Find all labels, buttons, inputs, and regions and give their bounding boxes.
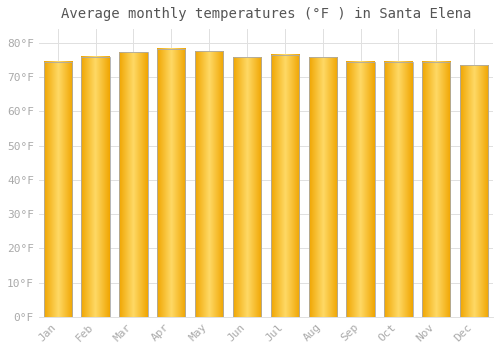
- Bar: [195, 51, 224, 317]
- Bar: [119, 52, 148, 317]
- Title: Average monthly temperatures (°F ) in Santa Elena: Average monthly temperatures (°F ) in Sa…: [60, 7, 471, 21]
- Bar: [82, 57, 110, 317]
- Bar: [157, 49, 186, 317]
- Bar: [308, 57, 337, 317]
- Bar: [422, 62, 450, 317]
- Bar: [270, 55, 299, 317]
- Bar: [44, 62, 72, 317]
- Bar: [384, 62, 412, 317]
- Bar: [460, 65, 488, 317]
- Bar: [346, 62, 375, 317]
- Bar: [233, 57, 261, 317]
